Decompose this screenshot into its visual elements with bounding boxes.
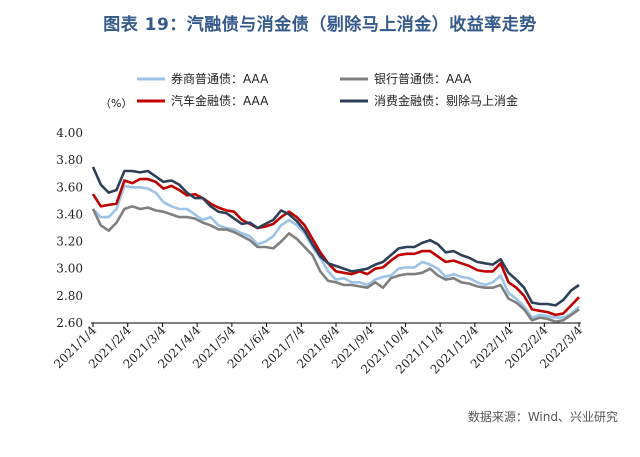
y-tick-label: 3.00: [56, 262, 83, 276]
legend-label: 券商普通债：AAA: [171, 71, 269, 86]
legend-label: 汽车金融债：AAA: [171, 93, 269, 108]
y-tick-label: 2.80: [56, 289, 83, 303]
y-tick-label: 3.80: [56, 153, 83, 167]
legend: 券商普通债：AAA 银行普通债：AAA 汽车金融债：AAA 消费金融债：剔除马上消金: [137, 71, 518, 108]
y-tick-label: 3.60: [56, 180, 83, 194]
y-tick-label: 3.20: [56, 235, 83, 249]
y-tick-label: 3.40: [56, 207, 83, 221]
legend-label: 消费金融债：剔除马上消金: [374, 93, 518, 108]
source-note: 数据来源：Wind、兴业研究: [467, 410, 618, 424]
series-line-2: [91, 205, 580, 323]
y-tick-label: 4.00: [56, 126, 83, 140]
y-tick-label: 2.60: [56, 316, 83, 330]
legend-label: 银行普通债：AAA: [374, 72, 472, 86]
x-axis-ticks: 2021/1/42021/2/42021/3/42021/4/42021/5/4…: [51, 323, 585, 377]
series-line-3: [91, 177, 580, 317]
series-lines: [91, 166, 580, 323]
y-axis-unit-label: （%）: [100, 97, 132, 110]
chart-title: 图表 19：汽融债与消金债（剔除马上消金）收益率走势: [103, 15, 537, 35]
series-line-1: [92, 184, 580, 319]
y-axis-ticks: 4.00 3.80 3.60 3.40 3.20 3.00 2.80 2.60: [56, 126, 83, 330]
series-line-4: [91, 166, 580, 307]
